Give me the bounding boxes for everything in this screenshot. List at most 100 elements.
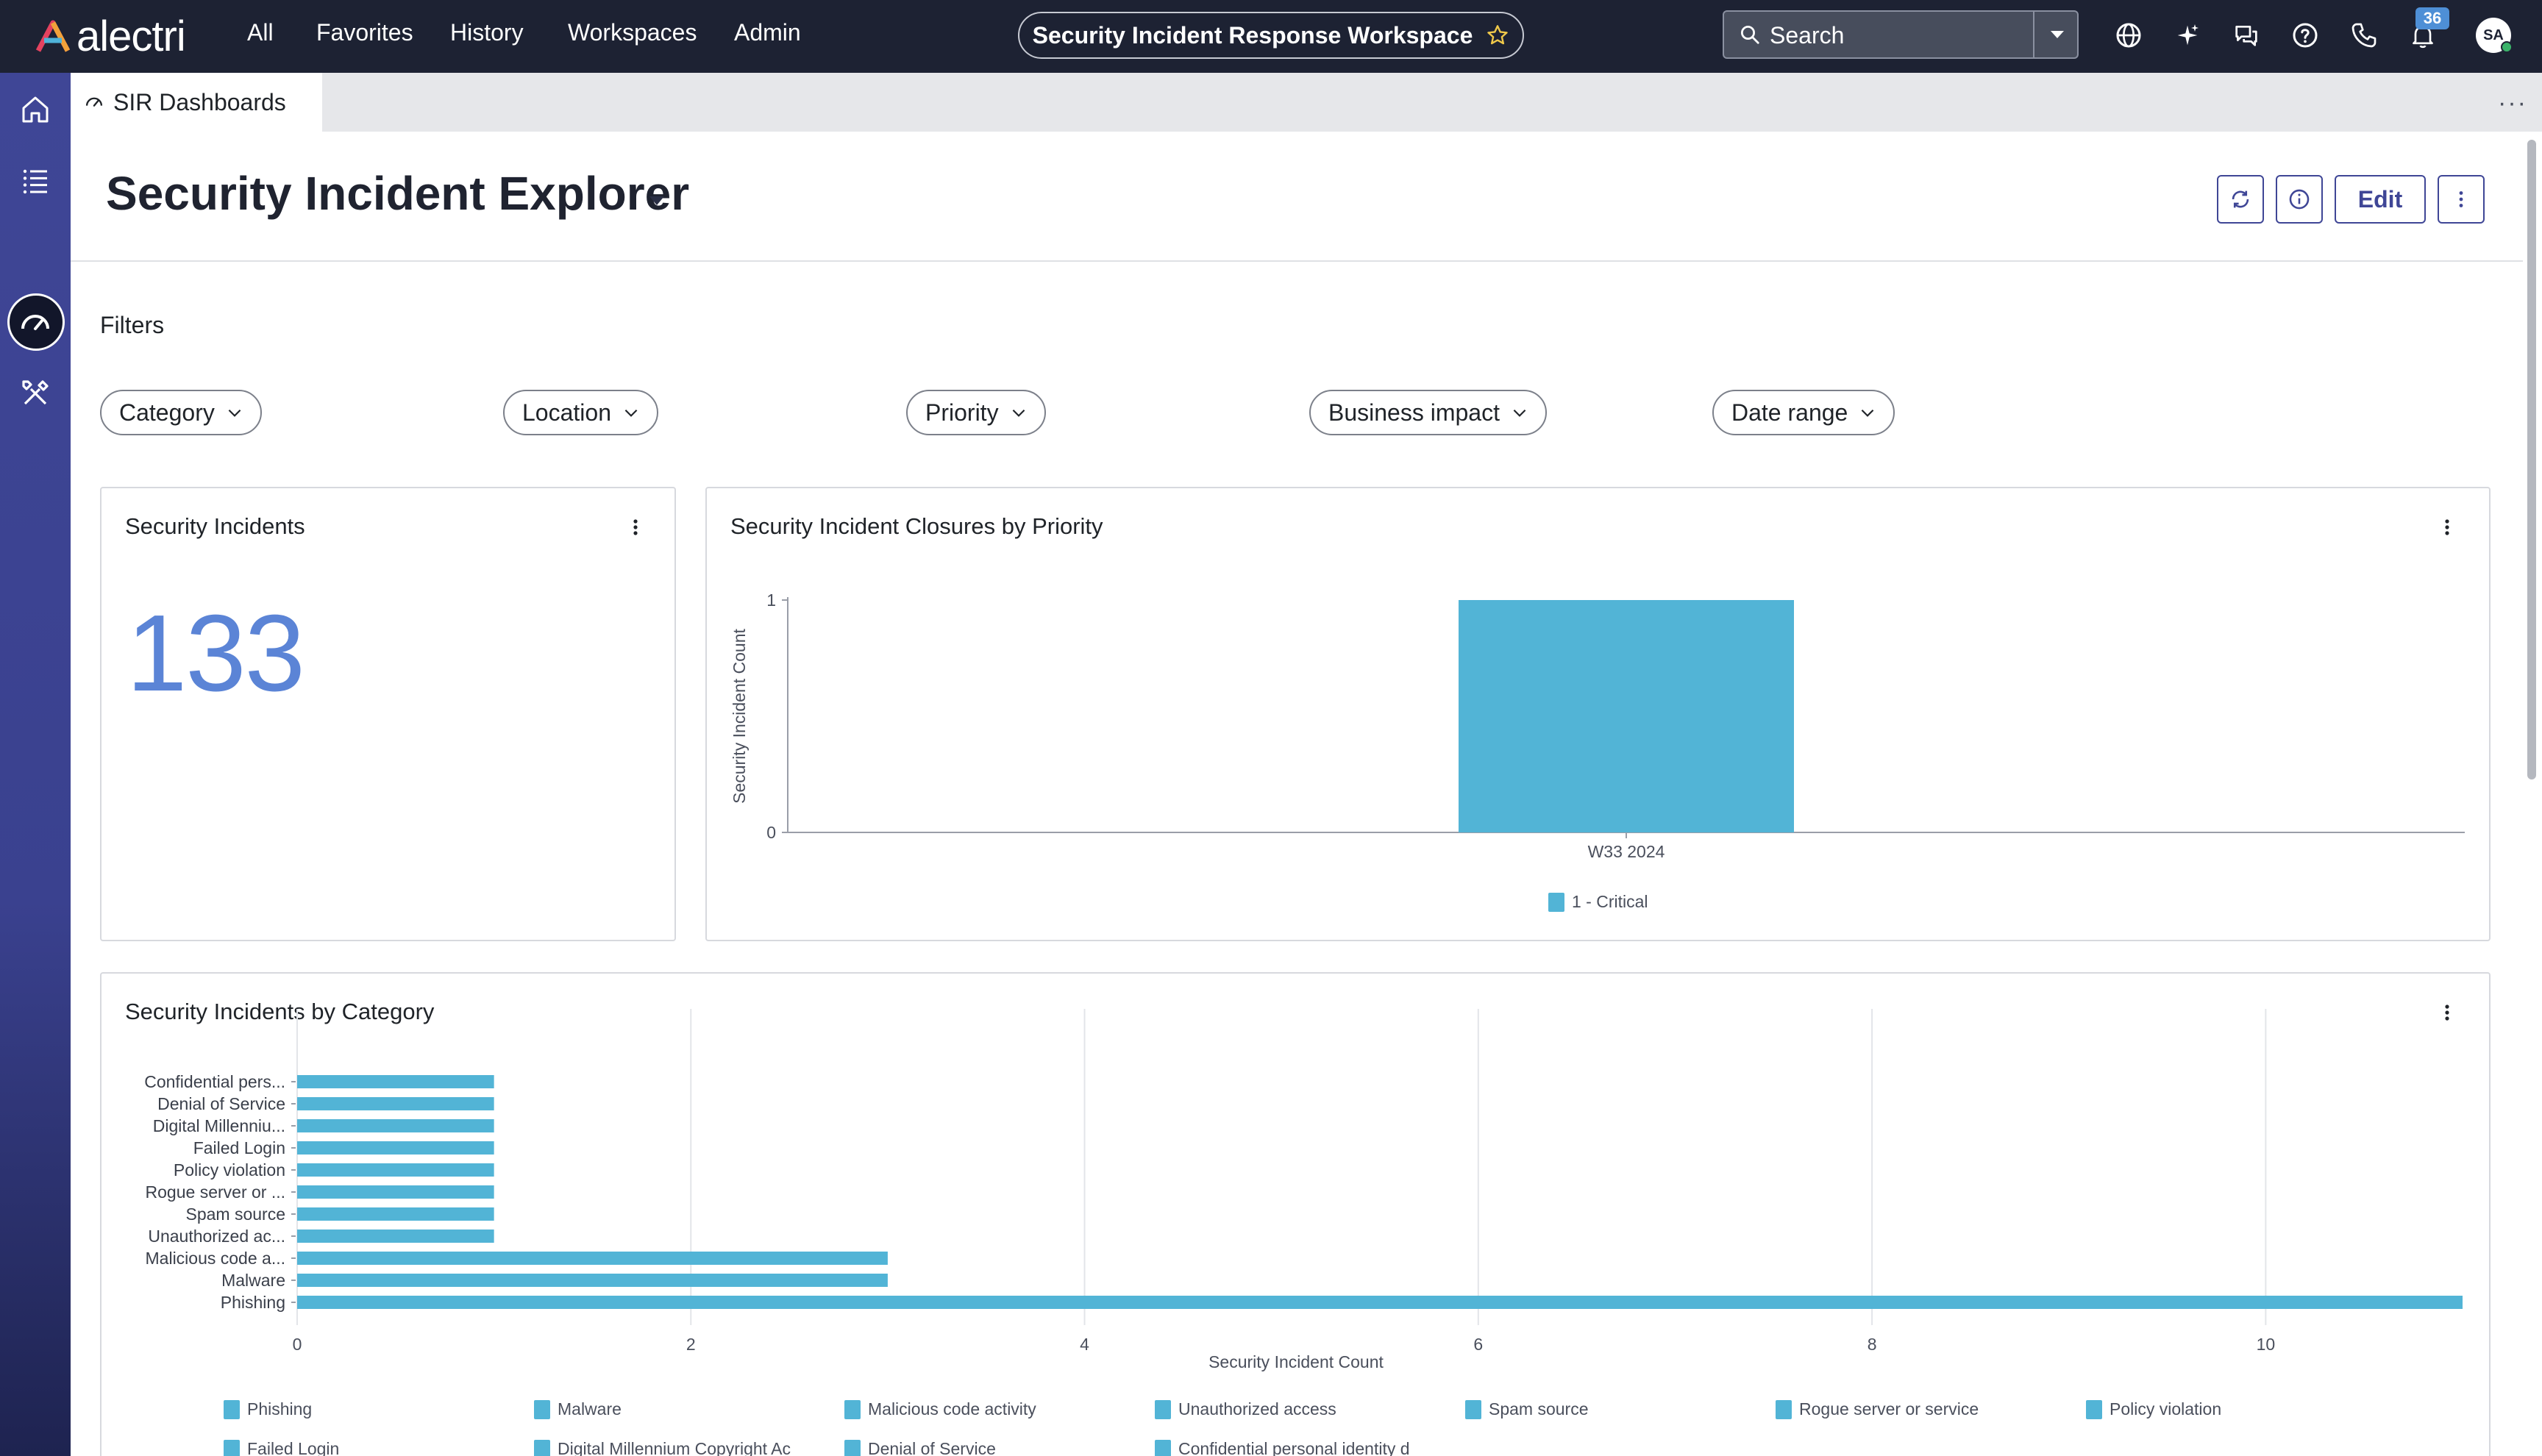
legend-label[interactable]: Failed Login [247,1439,339,1456]
category-horizontal-bar-chart: 0 2 4 6 8 10 Confidential pers... Denial of Se… [144,1009,2463,1456]
category-bar[interactable] [297,1075,494,1088]
workspace-title-pill[interactable]: Security Incident Response Workspace [1018,12,1524,59]
category-label: Spam source [185,1205,285,1224]
category-bar[interactable] [297,1296,2463,1309]
home-icon[interactable] [18,92,53,127]
gauge-icon [85,97,103,107]
filter-chip-label: Location [522,399,611,426]
presence-status-indicator [2501,41,2513,53]
tools-icon[interactable] [18,376,53,411]
nav-workspaces[interactable]: Workspaces [568,19,697,46]
dashboard-icon[interactable] [18,305,53,340]
legend-swatch [1548,893,1564,912]
brand-mark-icon [35,20,71,52]
legend-label[interactable]: Unauthorized access [1178,1399,1336,1418]
more-vertical-icon [2459,191,2463,207]
favorite-star-icon[interactable] [1486,24,1509,47]
filter-priority[interactable]: Priority [906,390,1046,435]
tab-overflow-menu-icon[interactable]: ··· [2498,89,2527,117]
legend-swatch [534,1400,550,1419]
y-tick-label: 1 [766,590,776,610]
category-bar[interactable] [297,1119,494,1132]
y-tick-label: 0 [766,823,776,842]
filter-chip-label: Category [119,399,215,426]
info-button[interactable] [2276,175,2323,224]
category-bar[interactable] [297,1163,494,1177]
legend-swatch [1155,1400,1171,1419]
category-label: Confidential pers... [144,1072,285,1091]
tab-sir-dashboards[interactable]: SIR Dashboards [71,73,322,132]
filter-location[interactable]: Location [503,390,658,435]
card-menu-icon[interactable] [2440,1002,2454,1024]
filter-category[interactable]: Category [100,390,262,435]
global-search[interactable]: Search [1723,10,2079,59]
caret-down-icon [2051,31,2064,38]
category-label: Rogue server or ... [146,1182,285,1202]
closures-bar-chart: Security Incident Count 0 1 W33 2024 1 - C… [730,590,2465,912]
nav-all[interactable]: All [247,19,274,46]
phone-icon[interactable] [2349,21,2379,50]
legend-label[interactable]: 1 - Critical [1572,892,1648,911]
legend-label[interactable]: Phishing [247,1399,312,1418]
category-label: Digital Millenniu... [153,1116,285,1135]
category-bar[interactable] [297,1141,494,1155]
chevron-down-icon [624,409,638,417]
globe-icon[interactable] [2114,21,2143,50]
chat-icon[interactable] [2232,21,2261,50]
card-title: Security Incidents [125,513,305,539]
rail-active-indicator [7,293,65,351]
card-menu-icon[interactable] [628,516,643,538]
brand-logo[interactable]: alectri [34,13,186,60]
filter-business-impact[interactable]: Business impact [1309,390,1547,435]
category-label: Policy violation [174,1160,285,1180]
help-icon[interactable] [2290,21,2320,50]
card-menu-icon[interactable] [2440,516,2454,538]
list-icon[interactable] [18,163,53,198]
category-bar[interactable] [297,1252,888,1265]
nav-favorites[interactable]: Favorites [316,19,413,46]
legend-label[interactable]: Confidential personal identity d [1178,1439,1410,1456]
edit-button[interactable]: Edit [2335,175,2426,224]
incident-count-value[interactable]: 133 [127,593,305,714]
legend-swatch [224,1400,240,1419]
category-bar[interactable] [297,1207,494,1221]
info-icon [2289,189,2310,210]
category-bar[interactable] [297,1097,494,1110]
legend-swatch [224,1440,240,1456]
closure-bar[interactable] [1459,600,1794,832]
top-navigation-bar: alectri All Favorites History Workspaces… [0,0,2542,73]
x-tick-label: 8 [1868,1335,1877,1354]
more-options-button[interactable] [2438,175,2485,224]
refresh-button[interactable] [2217,175,2264,224]
category-bar[interactable] [297,1185,494,1199]
chevron-down-icon [228,409,241,417]
nav-history[interactable]: History [450,19,524,46]
x-tick-label: 0 [293,1335,302,1354]
legend-label[interactable]: Rogue server or service [1799,1399,1979,1418]
legend-swatch [1155,1440,1171,1456]
filters-label: Filters [100,312,165,338]
page-title: Security Incident Explorer [106,167,690,220]
x-tick-label: 10 [2257,1335,2276,1354]
sparkle-icon[interactable] [2173,21,2202,50]
title-dropdown-caret-icon[interactable] [649,196,665,206]
x-tick-label: 4 [1080,1335,1089,1354]
legend-swatch [844,1440,861,1456]
nav-admin[interactable]: Admin [734,19,801,46]
category-bar[interactable] [297,1230,494,1243]
legend-label[interactable]: Malicious code activity [868,1399,1036,1418]
legend-label[interactable]: Digital Millennium Copyright Ac [558,1439,791,1456]
search-scope-dropdown[interactable] [2033,10,2079,59]
legend-label[interactable]: Policy violation [2110,1399,2221,1418]
card-title: Security Incident Closures by Priority [730,513,1103,539]
chevron-down-icon [1861,409,1874,417]
filter-date-range[interactable]: Date range [1712,390,1895,435]
category-bar[interactable] [297,1274,888,1287]
page-scrollbar-thumb[interactable] [2527,140,2536,779]
chevron-down-icon [1513,409,1526,417]
legend-label[interactable]: Denial of Service [868,1439,996,1456]
x-tick-label: 2 [686,1335,696,1354]
legend-label[interactable]: Malware [558,1399,622,1418]
x-tick-label: 6 [1473,1335,1483,1354]
legend-label[interactable]: Spam source [1489,1399,1589,1418]
